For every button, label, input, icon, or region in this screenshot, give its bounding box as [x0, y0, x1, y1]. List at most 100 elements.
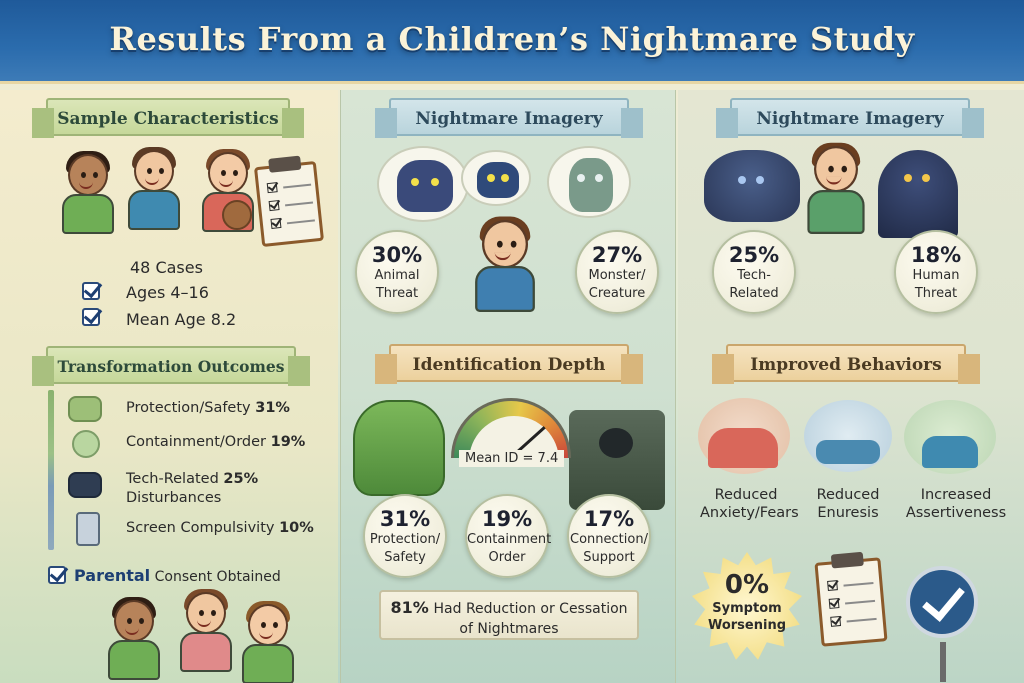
outcome-label-line2: Disturbances: [126, 490, 222, 506]
stat-percent: 17%: [583, 507, 635, 531]
stat-label: Monster/: [588, 268, 646, 283]
transformation-outcomes-banner: Transformation Outcomes: [32, 346, 310, 386]
outcome-row: Protection/Safety 31%: [126, 400, 290, 416]
behavior-label: Increased: [920, 487, 992, 503]
stat-circle-animal-threat: 30% Animal Threat: [355, 230, 439, 314]
shoes-icon: [68, 396, 102, 422]
behavior-label: Enuresis: [817, 505, 879, 521]
middle-column: Nightmare Imagery 30% Animal Threat: [340, 90, 676, 683]
check-icon: [82, 282, 100, 300]
outcome-label: Tech-Related: [126, 471, 219, 487]
child-figure: [126, 147, 182, 230]
stat-label: Containment: [467, 532, 552, 547]
outcomes-heading: Transformation Outcomes: [57, 357, 285, 376]
stat-label: Protection/: [369, 532, 441, 547]
reduction-banner: 81% Had Reduction or Cessation of Nightm…: [379, 590, 639, 640]
behavior-label: Reduced: [816, 487, 880, 503]
child-figure: [240, 601, 296, 683]
thought-bubble: [547, 146, 631, 218]
stat-circle-monster-creature: 27% Monster/ Creature: [575, 230, 659, 314]
header-banner: Results From a Children’s Nightmare Stud…: [0, 0, 1024, 84]
zero-label: Worsening: [707, 618, 787, 633]
outcome-percent: 19%: [270, 434, 306, 450]
confident-child-illustration: [904, 400, 996, 474]
hug-illustration: [698, 398, 790, 474]
stat-circle-tech-related: 25% Tech- Related: [712, 230, 796, 314]
stat-label: Creature: [588, 286, 646, 301]
stat-circle-human-threat: 18% Human Threat: [894, 230, 978, 314]
hooded-figure-icon: [878, 150, 958, 238]
behavior-item: Reduced Enuresis: [802, 486, 894, 522]
outcome-color-bar: [48, 390, 54, 550]
zero-percent: 0%: [724, 570, 770, 600]
tech-shadow-creature-icon: [704, 150, 800, 222]
stat-percent: 25%: [728, 243, 780, 267]
clipboard-icon: [253, 155, 325, 248]
ages-range: Ages 4–16: [126, 283, 209, 302]
stat-percent: 18%: [910, 243, 962, 267]
ghost-icon: [72, 430, 100, 458]
stat-percent: 30%: [371, 243, 423, 267]
stat-label: Connection/: [570, 532, 648, 547]
right-column: Nightmare Imagery 25% Tech- Related 18% …: [678, 90, 1024, 683]
mean-age: Mean Age 8.2: [126, 310, 237, 329]
reduction-percent: 81%: [390, 598, 429, 617]
stat-label: Human: [912, 268, 960, 283]
stat-label: Safety: [384, 550, 426, 565]
clipboard-icon: [814, 551, 888, 647]
mean-id-label: Mean ID = 7.4: [459, 450, 565, 467]
consent-note: Parental Consent Obtained: [74, 566, 281, 585]
page-title: Results From a Children’s Nightmare Stud…: [109, 20, 915, 58]
identification-depth-banner: Identification Depth: [375, 344, 643, 384]
behaviors-heading: Improved Behaviors: [750, 355, 942, 375]
outcome-percent: 31%: [255, 400, 290, 416]
reduction-text: Had Reduction or Cessation: [433, 601, 628, 617]
phone-icon: [76, 512, 100, 546]
check-icon: [82, 308, 100, 326]
child-figure: [60, 151, 116, 234]
stat-label: Threat: [375, 286, 419, 301]
identification-heading: Identification Depth: [412, 355, 606, 375]
animal-monster-icon: [397, 160, 453, 212]
stat-label: Animal: [374, 268, 420, 283]
zero-label: Symptom: [712, 601, 782, 616]
outcome-label: Protection/Safety: [126, 400, 251, 416]
dragon-icon: [353, 400, 445, 496]
child-with-key: [805, 142, 867, 234]
imagery-heading: Nightmare Imagery: [756, 109, 944, 129]
thought-bubble: [461, 150, 531, 206]
teddy-bear-icon: [222, 200, 252, 230]
imagery-heading: Nightmare Imagery: [415, 109, 603, 129]
outcome-row: Screen Compulsivity 10%: [126, 520, 314, 536]
stat-label: Tech-: [737, 268, 771, 283]
child-figure: [106, 597, 162, 680]
behavior-item: Reduced Anxiety/Fears: [700, 486, 799, 522]
outcome-row: Tech-Related 25% Disturbances: [126, 470, 258, 508]
stat-label: Threat: [914, 286, 958, 301]
sleeping-child-illustration: [804, 400, 892, 472]
stat-label: Support: [583, 550, 635, 565]
reduction-text-line2: of Nightmares: [459, 621, 559, 637]
stat-circle-protection-safety: 31% Protection/ Safety: [363, 494, 447, 578]
child-with-phone: [473, 216, 537, 312]
stat-circle-containment-order: 19% Containment Order: [465, 494, 552, 578]
stat-label: Order: [488, 550, 526, 565]
improved-behaviors-banner: Improved Behaviors: [712, 344, 980, 384]
behavior-label: Anxiety/Fears: [700, 505, 799, 521]
shadow-figure-icon: [569, 410, 665, 510]
nightmare-imagery-banner: Nightmare Imagery: [716, 98, 984, 138]
consent-rest: Consent Obtained: [154, 569, 281, 585]
zero-worsening-text: 0% Symptom Worsening: [692, 570, 802, 634]
zombie-icon: [569, 158, 613, 212]
tablet-icon: [68, 472, 102, 498]
sample-characteristics-banner: Sample Characteristics: [32, 98, 304, 138]
outcome-percent: 25%: [223, 471, 259, 487]
wolf-icon: [477, 162, 519, 198]
check-icon: [48, 566, 66, 584]
stat-percent: 27%: [591, 243, 643, 267]
outcome-label: Screen Compulsivity: [126, 520, 275, 536]
behavior-item: Increased Assertiveness: [904, 486, 1008, 522]
stat-percent: 19%: [481, 507, 533, 531]
outcome-label: Containment/Order: [126, 434, 266, 450]
